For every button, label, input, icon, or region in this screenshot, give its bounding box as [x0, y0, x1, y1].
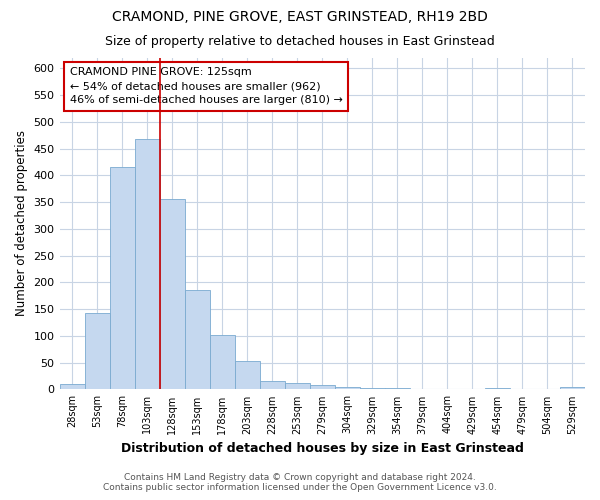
Bar: [285, 383, 310, 390]
Bar: [209, 335, 235, 390]
Y-axis label: Number of detached properties: Number of detached properties: [15, 130, 28, 316]
Bar: [134, 139, 160, 390]
Text: CRAMOND PINE GROVE: 125sqm
← 54% of detached houses are smaller (962)
46% of sem: CRAMOND PINE GROVE: 125sqm ← 54% of deta…: [70, 68, 343, 106]
Text: Size of property relative to detached houses in East Grinstead: Size of property relative to detached ho…: [105, 35, 495, 48]
Bar: [160, 200, 185, 390]
Bar: [59, 384, 85, 390]
Bar: [310, 384, 335, 390]
Bar: [110, 168, 134, 390]
Bar: [260, 382, 285, 390]
Bar: [185, 290, 209, 390]
Bar: [85, 313, 110, 390]
Bar: [560, 388, 585, 390]
Bar: [360, 388, 385, 390]
Bar: [385, 388, 410, 390]
Text: Contains HM Land Registry data © Crown copyright and database right 2024.
Contai: Contains HM Land Registry data © Crown c…: [103, 473, 497, 492]
Bar: [235, 360, 260, 390]
Bar: [335, 388, 360, 390]
Text: CRAMOND, PINE GROVE, EAST GRINSTEAD, RH19 2BD: CRAMOND, PINE GROVE, EAST GRINSTEAD, RH1…: [112, 10, 488, 24]
Bar: [485, 388, 510, 390]
X-axis label: Distribution of detached houses by size in East Grinstead: Distribution of detached houses by size …: [121, 442, 524, 455]
